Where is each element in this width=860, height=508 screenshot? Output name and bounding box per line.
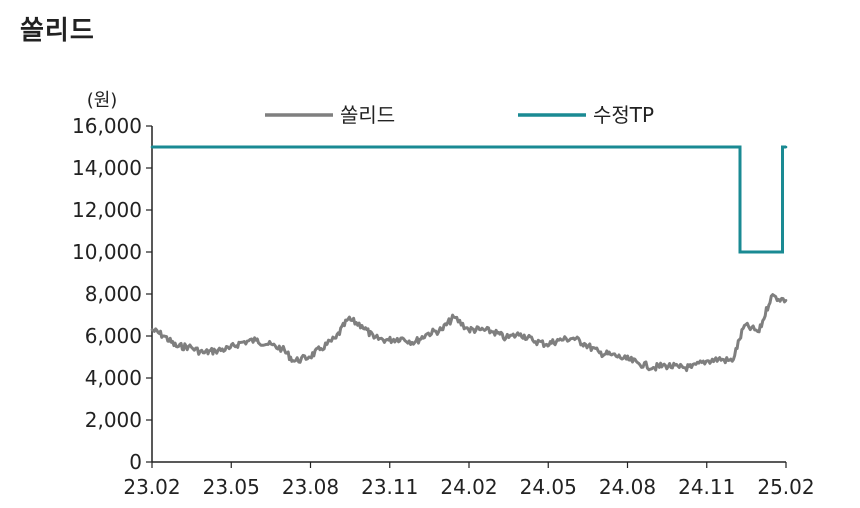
data-point: [557, 338, 561, 342]
y-tick-label: 0: [129, 450, 142, 474]
data-point: [531, 338, 534, 342]
y-tick-label: 16,000: [72, 114, 142, 138]
data-point: [704, 359, 708, 363]
data-point: [346, 317, 350, 321]
y-tick-label: 14,000: [72, 156, 142, 180]
series-group: [150, 145, 788, 254]
data-point: [784, 145, 788, 149]
y-tick-label: 6,000: [85, 324, 142, 348]
chart-axes: 0 2,000 4,000 6,000 8,000 10,000 12,000 14,000 1…: [72, 90, 815, 499]
y-axis-unit: (원): [87, 90, 118, 111]
x-tick-label: 23.08: [282, 475, 339, 499]
x-tick-label: 23.05: [203, 475, 260, 499]
page-title: 쏠리드: [20, 16, 95, 46]
data-point: [452, 315, 456, 319]
x-tick-label: 24.02: [440, 475, 497, 499]
data-point: [584, 343, 587, 346]
data-point: [175, 345, 178, 348]
data-point: [307, 355, 311, 359]
legend-label: 쏠리드: [340, 103, 395, 127]
data-point: [781, 250, 784, 254]
data-point: [690, 366, 693, 369]
data-point: [625, 357, 628, 361]
data-point: [280, 347, 284, 350]
data-point: [770, 294, 773, 298]
data-point: [440, 328, 444, 332]
legend-label: 수정TP: [593, 103, 654, 127]
data-point: [372, 336, 376, 340]
data-point: [387, 338, 391, 342]
y-tick-label: 12,000: [72, 198, 142, 222]
data-point: [738, 145, 742, 149]
data-point: [730, 359, 734, 363]
data-point: [479, 328, 483, 332]
data-point: [162, 334, 166, 338]
data-point: [598, 351, 601, 355]
data-point: [399, 336, 403, 340]
chart-series: [150, 145, 788, 373]
data-point: [425, 332, 429, 336]
data-point: [413, 341, 417, 344]
x-tick-label: 24.05: [520, 475, 577, 499]
data-point: [743, 324, 746, 327]
data-point: [360, 324, 364, 327]
y-tick-label: 8,000: [85, 282, 142, 306]
x-tick-label: 25.02: [757, 475, 814, 499]
data-point: [784, 299, 788, 302]
data-point: [652, 366, 655, 369]
x-tick-label: 23.02: [123, 475, 180, 499]
data-point: [738, 250, 742, 254]
data-point: [492, 330, 496, 334]
data-point: [187, 345, 190, 348]
series-group: [150, 293, 788, 373]
data-point: [664, 364, 667, 367]
data-point: [610, 353, 613, 357]
data-point: [150, 328, 154, 332]
data-point: [214, 349, 217, 353]
y-tick-label: 2,000: [85, 408, 142, 432]
data-point: [637, 362, 640, 365]
data-point: [201, 351, 205, 355]
series-line-price: [151, 293, 788, 373]
data-point: [334, 336, 338, 340]
data-point: [227, 347, 231, 350]
y-tick-label: 4,000: [85, 366, 142, 390]
data-point: [266, 343, 270, 346]
data-point: [467, 328, 470, 332]
data-point: [519, 332, 522, 336]
chart-legend: 쏠리드 수정TP: [265, 103, 654, 127]
data-point: [781, 145, 784, 149]
data-point: [504, 336, 508, 340]
x-tick-label: 24.08: [599, 475, 656, 499]
data-point: [150, 145, 154, 149]
data-point: [572, 336, 575, 340]
y-tick-label: 10,000: [72, 240, 142, 264]
data-point: [292, 359, 296, 363]
x-tick-label: 23.11: [361, 475, 418, 499]
data-point: [254, 338, 258, 342]
data-point: [319, 347, 323, 350]
x-tick-label: 24.11: [678, 475, 735, 499]
data-point: [240, 341, 243, 344]
data-point: [757, 330, 761, 334]
data-point: [545, 343, 548, 346]
series-line-target-price: [152, 145, 786, 254]
data-point: [678, 366, 681, 369]
data-point: [717, 357, 720, 361]
